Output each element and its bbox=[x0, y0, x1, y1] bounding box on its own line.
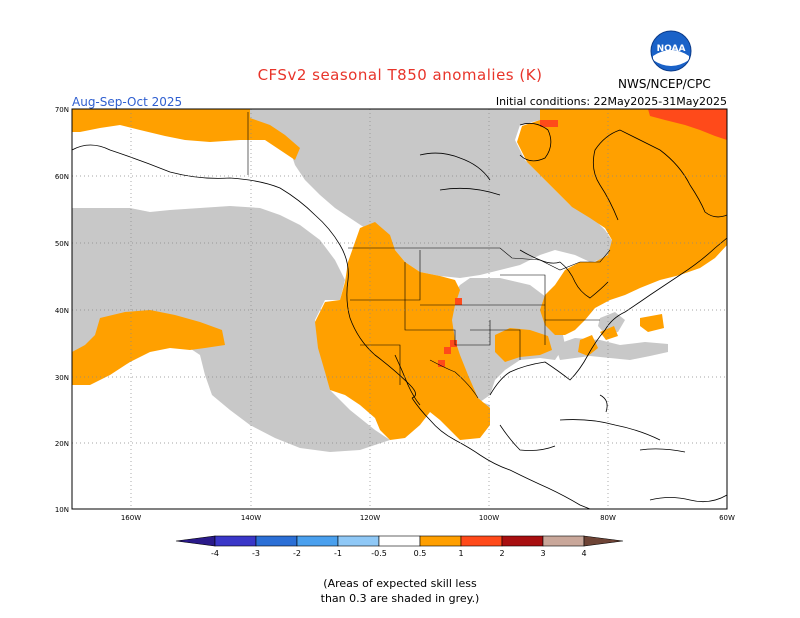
lon-label-60w: 60W bbox=[719, 514, 735, 522]
legend-labels: -4 -3 -2 -1 -0.5 0.5 1 2 3 4 bbox=[211, 549, 587, 558]
map-panel bbox=[72, 109, 727, 509]
legend-box-m4-m3 bbox=[214, 535, 257, 547]
lat-label-70n: 70N bbox=[55, 106, 69, 114]
legend-arrow-cold bbox=[175, 535, 216, 547]
legend-arrow-warm bbox=[583, 535, 624, 547]
logo-text: NOAA bbox=[657, 44, 686, 54]
legend-tick: -2 bbox=[293, 549, 301, 558]
lon-label-120w: 120W bbox=[360, 514, 380, 522]
map-title: CFSv2 seasonal T850 anomalies (K) bbox=[257, 66, 543, 84]
lon-label-140w: 140W bbox=[241, 514, 261, 522]
coastlines bbox=[72, 122, 727, 509]
lat-label-50n: 50N bbox=[55, 240, 69, 248]
lat-label-10n: 10N bbox=[55, 506, 69, 514]
legend-box-m3-m2 bbox=[255, 535, 298, 547]
legend-tick: -4 bbox=[211, 549, 219, 558]
skill-note: (Areas of expected skill less than 0.3 a… bbox=[0, 576, 800, 606]
legend-box-m1-m05 bbox=[337, 535, 380, 547]
initial-conditions-label: Initial conditions: 22May2025-31May2025 bbox=[495, 95, 727, 108]
legend-box-p2-3 bbox=[501, 535, 544, 547]
strong-anomaly-shading bbox=[438, 109, 727, 367]
legend-tick: -3 bbox=[252, 549, 260, 558]
legend-tick: 2 bbox=[499, 549, 504, 558]
lat-label-40n: 40N bbox=[55, 307, 69, 315]
legend-tick: 0.5 bbox=[414, 549, 427, 558]
lat-label-20n: 20N bbox=[55, 440, 69, 448]
map-frame bbox=[71, 108, 728, 510]
lon-label-160w: 160W bbox=[121, 514, 141, 522]
legend-box-p3-4 bbox=[542, 535, 585, 547]
legend-tick: 1 bbox=[458, 549, 463, 558]
season-label: Aug-Sep-Oct 2025 bbox=[72, 95, 183, 109]
lat-label-60n: 60N bbox=[55, 173, 69, 181]
color-legend bbox=[175, 535, 624, 547]
political-borders bbox=[247, 112, 611, 399]
agency-label: NWS/NCEP/CPC bbox=[618, 77, 711, 91]
legend-tick: 3 bbox=[540, 549, 545, 558]
legend-box-neutral bbox=[378, 535, 421, 547]
latitude-labels: 70N 60N 50N 40N 30N 20N 10N bbox=[55, 106, 69, 514]
noaa-logo: NOAA bbox=[650, 30, 692, 72]
gridlines bbox=[72, 109, 727, 509]
legend-box-p05-1 bbox=[419, 535, 462, 547]
lon-label-80w: 80W bbox=[600, 514, 616, 522]
lat-label-30n: 30N bbox=[55, 374, 69, 382]
longitude-labels: 160W 140W 120W 100W 80W 60W bbox=[121, 514, 735, 522]
positive-anomaly-shading bbox=[72, 109, 727, 440]
lon-label-100w: 100W bbox=[479, 514, 499, 522]
skill-note-line-2: than 0.3 are shaded in grey.) bbox=[320, 592, 480, 605]
legend-box-p1-2 bbox=[460, 535, 503, 547]
skill-note-line-1: (Areas of expected skill less bbox=[323, 577, 477, 590]
legend-tick: 4 bbox=[581, 549, 586, 558]
legend-box-m2-m1 bbox=[296, 535, 339, 547]
legend-tick: -0.5 bbox=[371, 549, 387, 558]
legend-tick: -1 bbox=[334, 549, 342, 558]
